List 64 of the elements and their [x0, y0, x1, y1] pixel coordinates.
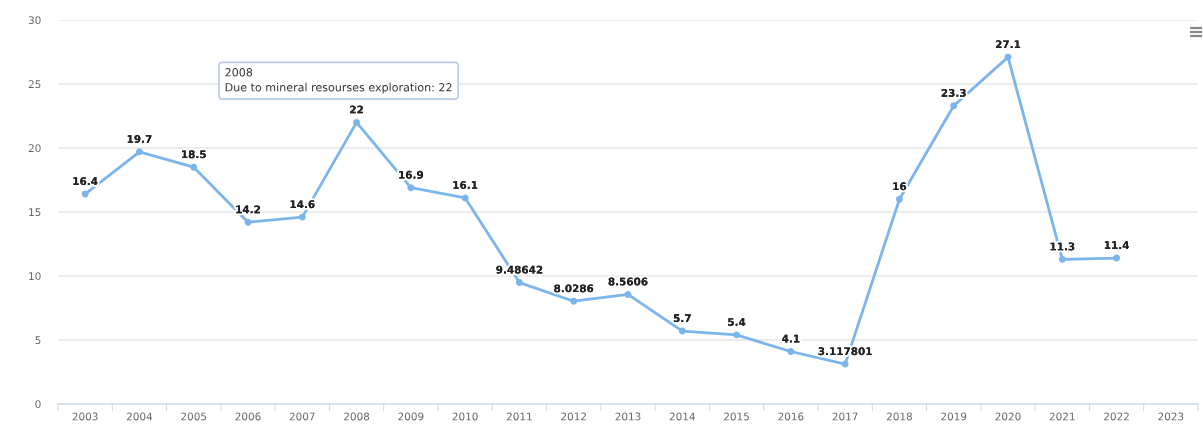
x-tick-label: 2008	[344, 412, 370, 421]
x-tick-label: 2005	[181, 412, 207, 421]
data-label: 23.3	[941, 88, 966, 97]
x-tick-label: 2014	[669, 412, 695, 421]
x-tick-label: 2019	[941, 412, 967, 421]
point	[244, 218, 252, 226]
x-tick-label: 2013	[615, 412, 641, 421]
x-tick-label: 2022	[1104, 412, 1129, 421]
x-tick-label: 2015	[724, 412, 749, 421]
data-label: 14.2	[236, 205, 260, 214]
data-label: 16	[893, 182, 907, 191]
data-label: 4.1	[782, 334, 800, 343]
data-label: 22	[350, 105, 363, 114]
data-label: 5.4	[728, 318, 746, 326]
point	[407, 184, 415, 192]
x-tick-label: 2016	[778, 412, 804, 421]
data-label: 11.4	[1104, 241, 1129, 249]
point	[515, 279, 523, 287]
data-label: 16.1	[453, 181, 478, 189]
y-tick-label: 25	[28, 80, 41, 89]
point	[624, 290, 632, 298]
x-tick-label: 2017	[832, 412, 858, 421]
data-label: 8.5606	[608, 277, 648, 286]
x-tick-label: 2010	[452, 412, 478, 421]
point	[678, 327, 686, 335]
point	[135, 148, 143, 156]
y-tick-label: 5	[35, 336, 41, 345]
point	[733, 331, 741, 339]
y-tick-label: 15	[29, 208, 41, 217]
x-tick-label: 2006	[235, 412, 261, 421]
x-tick-label: 2009	[398, 412, 424, 421]
point	[1058, 255, 1066, 263]
data-label: 5.7	[673, 314, 691, 323]
point	[787, 348, 795, 355]
y-tick-label: 0	[35, 400, 41, 409]
data-label: 18.5	[182, 150, 206, 159]
point	[81, 190, 89, 198]
x-tick-label: 2018	[886, 412, 912, 421]
point	[895, 195, 903, 203]
point	[461, 194, 469, 202]
x-tick-label: 2021	[1049, 412, 1075, 421]
y-tick-label: 30	[28, 16, 41, 25]
point	[353, 118, 361, 126]
x-tick-label: 2004	[126, 412, 153, 421]
x-tick-label: 2023	[1158, 412, 1184, 421]
point	[950, 102, 958, 110]
x-tick-label: 2012	[561, 412, 586, 421]
x-tick-label: 2011	[506, 412, 532, 421]
x-tick-label: 2020	[995, 412, 1021, 421]
annotation: 2008 Due to mineral resourses exploration: 22	[225, 68, 452, 94]
x-tick-label: 2007	[289, 412, 315, 421]
point	[1113, 254, 1121, 262]
point	[1004, 53, 1012, 61]
data-label: 19.7	[127, 135, 152, 143]
y-tick-label: 10	[29, 272, 41, 281]
point	[298, 213, 306, 221]
data-label: 8.0286	[554, 284, 594, 293]
data-label: 16.4	[73, 177, 98, 186]
point	[190, 163, 198, 171]
point	[841, 360, 849, 368]
x-tick-label: 2003	[72, 412, 98, 421]
point	[570, 297, 578, 305]
data-label: 27.1	[995, 40, 1021, 49]
y-tick-label: 20	[28, 144, 41, 153]
